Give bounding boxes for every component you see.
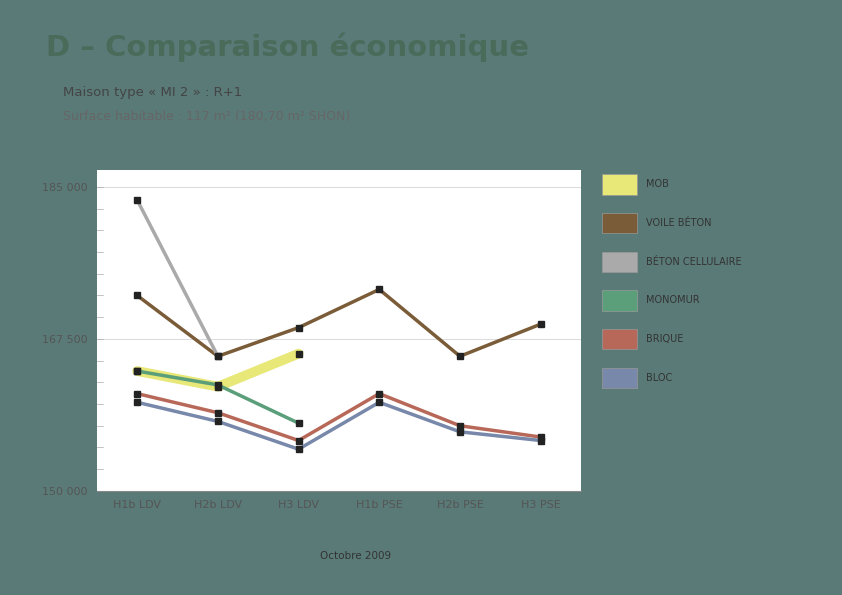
Text: Maison type « MI 2 » : R+1: Maison type « MI 2 » : R+1 [63, 86, 242, 99]
Text: BRIQUE: BRIQUE [646, 334, 683, 344]
Text: MOB: MOB [646, 180, 669, 189]
Text: Surface habitable : 117 m² (180,70 m² SHON): Surface habitable : 117 m² (180,70 m² SH… [63, 110, 350, 123]
Text: VOILE BÉTON: VOILE BÉTON [646, 218, 711, 228]
Text: MONOMUR: MONOMUR [646, 296, 700, 305]
Text: Octobre 2009: Octobre 2009 [320, 552, 391, 561]
Text: BÉTON CELLULAIRE: BÉTON CELLULAIRE [646, 257, 742, 267]
Text: BLOC: BLOC [646, 373, 672, 383]
Text: D – Comparaison économique: D – Comparaison économique [46, 33, 530, 62]
